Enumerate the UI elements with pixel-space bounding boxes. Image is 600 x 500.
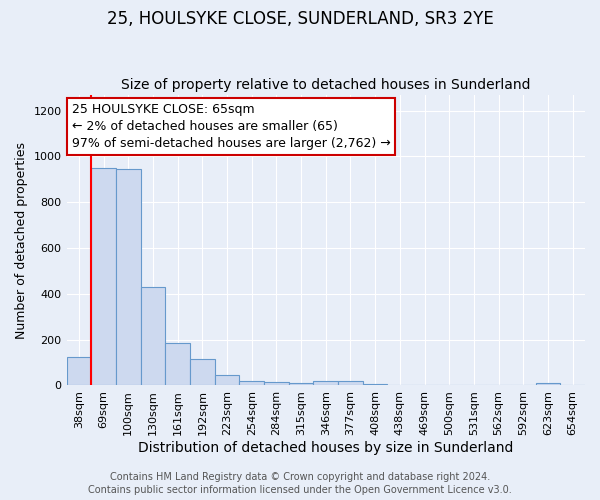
Bar <box>190 359 215 386</box>
Bar <box>313 382 338 386</box>
Bar <box>91 168 116 386</box>
X-axis label: Distribution of detached houses by size in Sunderland: Distribution of detached houses by size … <box>138 441 514 455</box>
Bar <box>165 343 190 386</box>
Bar <box>239 381 264 386</box>
Bar <box>264 382 289 386</box>
Bar <box>363 384 388 386</box>
Bar <box>536 383 560 386</box>
Bar <box>140 287 165 386</box>
Bar <box>116 169 140 386</box>
Title: Size of property relative to detached houses in Sunderland: Size of property relative to detached ho… <box>121 78 530 92</box>
Text: 25, HOULSYKE CLOSE, SUNDERLAND, SR3 2YE: 25, HOULSYKE CLOSE, SUNDERLAND, SR3 2YE <box>107 10 493 28</box>
Y-axis label: Number of detached properties: Number of detached properties <box>15 142 28 338</box>
Bar <box>67 357 91 386</box>
Bar <box>338 382 363 386</box>
Text: Contains HM Land Registry data © Crown copyright and database right 2024.
Contai: Contains HM Land Registry data © Crown c… <box>88 472 512 495</box>
Text: 25 HOULSYKE CLOSE: 65sqm
← 2% of detached houses are smaller (65)
97% of semi-de: 25 HOULSYKE CLOSE: 65sqm ← 2% of detache… <box>72 104 391 150</box>
Bar <box>215 374 239 386</box>
Bar <box>289 383 313 386</box>
